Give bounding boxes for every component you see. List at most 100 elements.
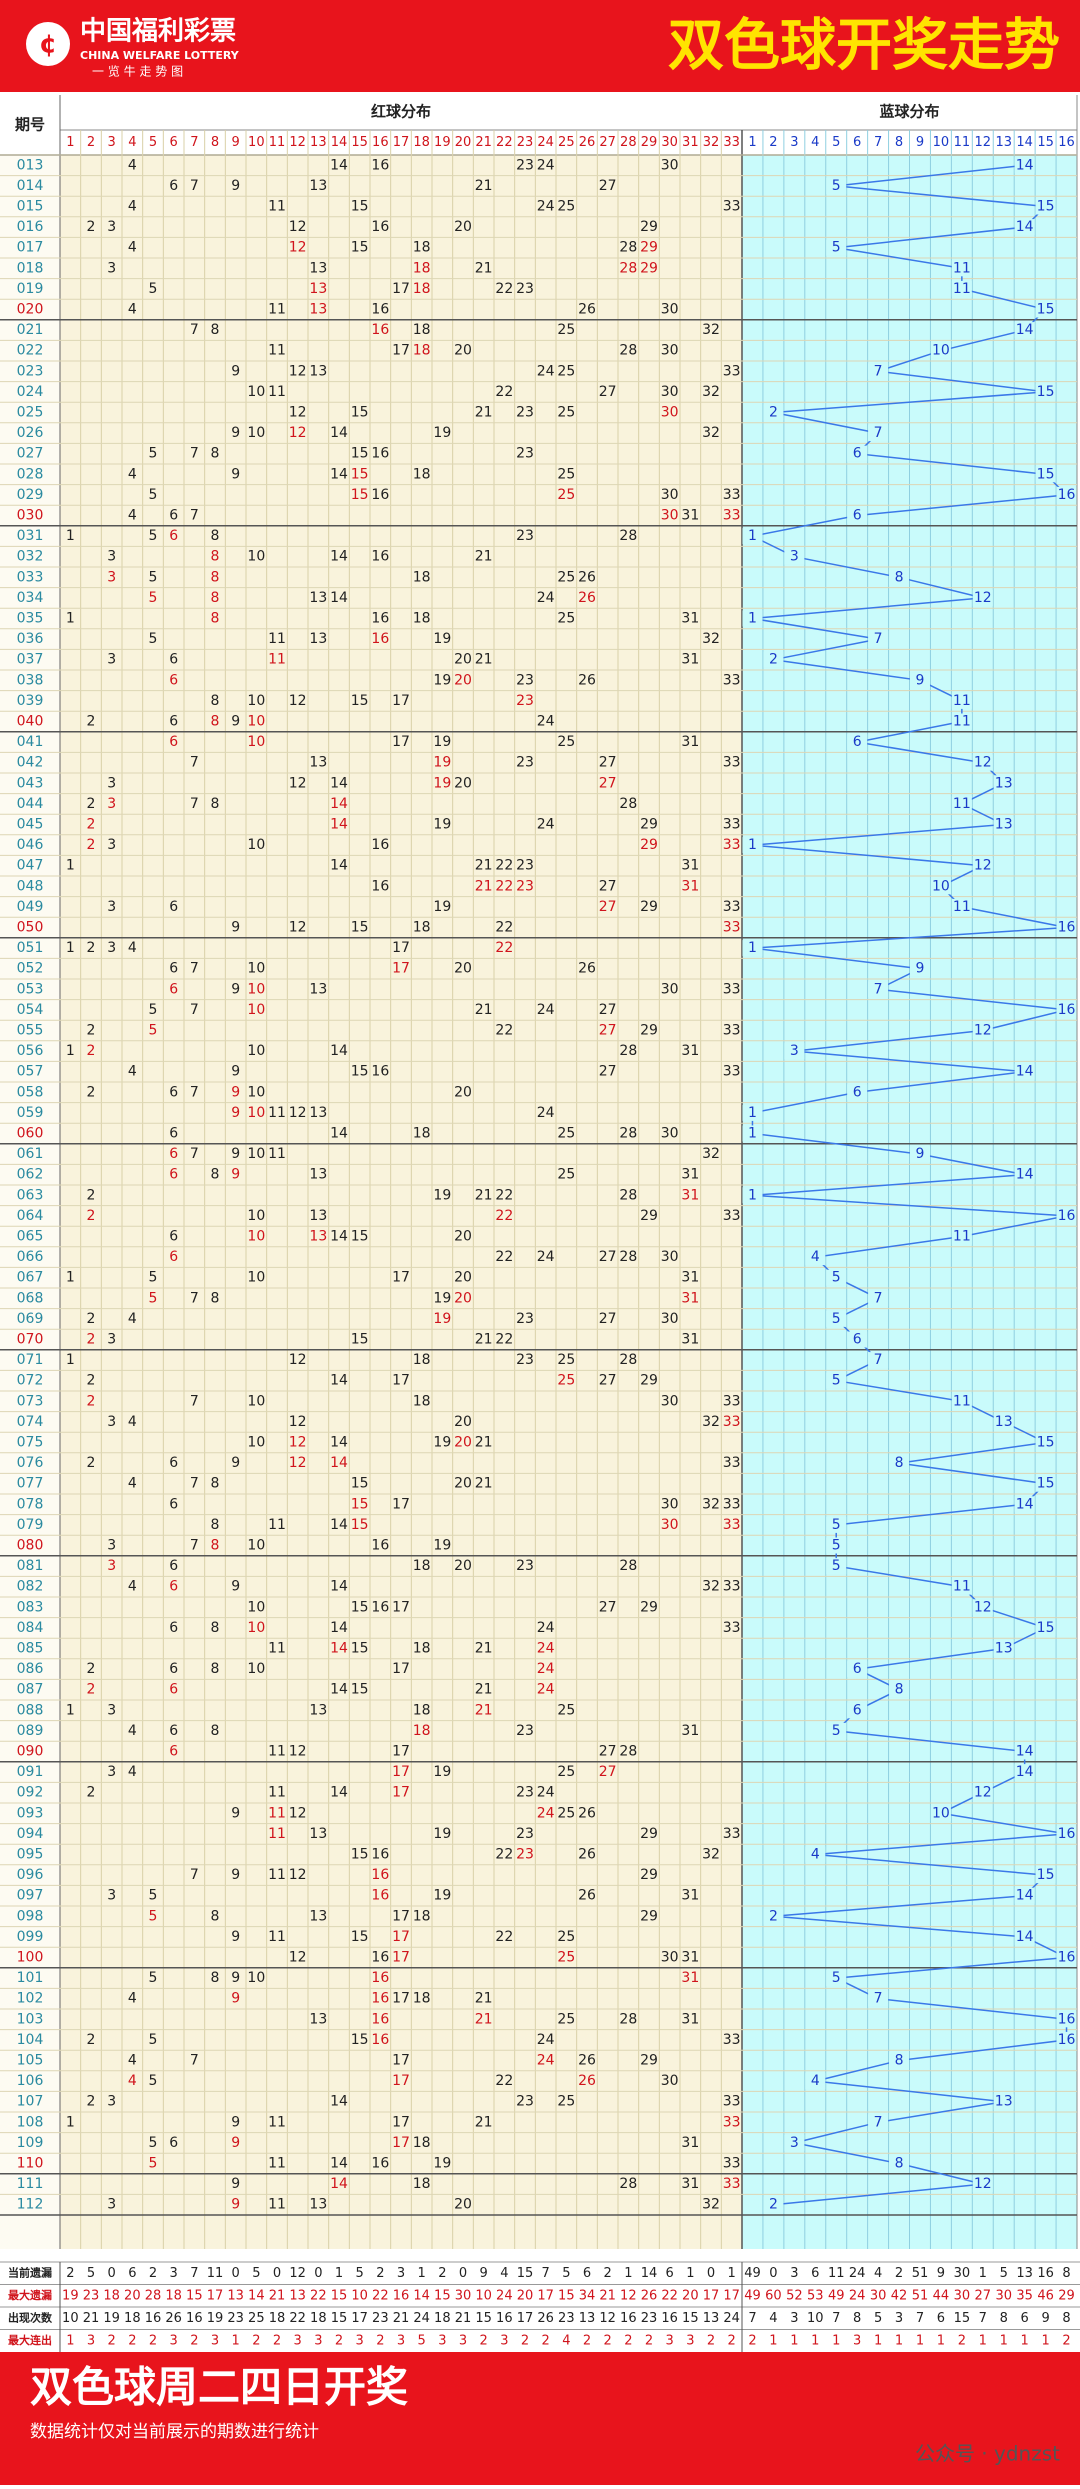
red-ball: 9 [231,1064,240,1080]
blue-ball-bg [889,1681,910,1698]
red-ball: 1 [66,1270,75,1286]
red-ball: 25 [557,1373,575,1389]
blue-ball-bg [951,898,972,915]
blue-ball-bg [868,425,889,442]
red-ball: 16 [371,1867,389,1883]
blue-ball-bg [930,1805,951,1822]
red-ball: 25 [557,1352,575,1368]
red-ball: 6 [169,1682,178,1698]
red-ball: 4 [128,199,137,215]
red-ball: 6 [169,178,178,194]
red-ball: 19 [433,631,451,647]
blue-ball: 4 [811,2073,820,2089]
red-ball: 26 [578,569,596,585]
red-ball: 6 [169,899,178,915]
red-ball: 9 [231,714,240,730]
period: 085 [17,1641,44,1657]
red-ball: 19 [433,672,451,688]
stats-blue-value: 24 [849,2266,866,2281]
stats-blue-value: 8 [1062,2266,1070,2281]
stats-blue-value: 51 [912,2288,929,2303]
red-ball: 4 [128,1579,137,1595]
red-ball: 30 [661,157,679,173]
red-ball: 33 [723,920,741,936]
red-ball: 28 [619,796,637,812]
red-ball: 16 [371,631,389,647]
blue-ball: 5 [832,1558,841,1574]
blue-ball: 9 [916,1146,925,1162]
stats-red-value: 2 [583,2333,591,2348]
blue-ball: 16 [1058,1950,1076,1966]
period: 076 [17,1455,44,1471]
blue-ball-bg [1035,466,1056,483]
red-ball: 24 [537,1805,555,1821]
stats-red-value: 3 [500,2333,508,2348]
red-ball: 9 [231,1579,240,1595]
stats-blue-value: 1 [1021,2333,1029,2348]
blue-ball-bg [909,672,930,689]
red-ball: 28 [619,2011,637,2027]
red-ball: 32 [702,1496,720,1512]
red-ball: 12 [289,240,307,256]
red-ball: 5 [149,528,158,544]
stats-red-value: 2 [521,2333,529,2348]
red-ball: 6 [169,1744,178,1760]
red-ball: 16 [371,1991,389,2007]
red-ball: 12 [289,425,307,441]
blue-ball-bg [1056,2031,1077,2048]
red-ball: 14 [330,590,348,606]
period: 097 [17,1888,44,1904]
red-ball: 20 [454,2197,472,2213]
red-ball: 28 [619,1744,637,1760]
red-ball: 29 [640,1599,658,1615]
red-area-bg [60,155,742,2249]
red-ball: 12 [289,775,307,791]
red-ball: 4 [128,1311,137,1327]
red-ball: 7 [190,796,199,812]
red-ball: 29 [640,1023,658,1039]
stats-blue-value: 2 [895,2266,903,2281]
stats-blue-value: 44 [933,2288,950,2303]
red-ball: 6 [169,1229,178,1245]
red-ball: 10 [247,1084,265,1100]
blue-ball: 11 [953,714,971,730]
red-ball: 9 [231,178,240,194]
red-ball: 17 [392,1929,410,1945]
red-ball: 12 [289,1435,307,1451]
red-ball: 19 [433,425,451,441]
red-ball: 33 [723,755,741,771]
stats-blue-value: 7 [832,2311,840,2326]
red-ball: 11 [268,343,286,359]
period: 071 [17,1352,44,1368]
red-ball: 13 [309,2197,327,2213]
period: 095 [17,1847,44,1863]
stats-red-value: 22 [372,2288,389,2303]
red-column-number: 4 [128,135,136,150]
red-ball: 7 [190,961,199,977]
red-ball: 18 [413,1641,431,1657]
red-column-number: 24 [537,135,554,150]
red-ball: 18 [413,1723,431,1739]
period: 057 [17,1064,44,1080]
red-ball: 33 [723,817,741,833]
red-ball: 12 [289,1950,307,1966]
blue-ball-bg [889,569,910,586]
red-ball: 10 [247,425,265,441]
red-ball: 33 [723,2114,741,2130]
red-ball: 26 [578,590,596,606]
blue-ball: 14 [1016,1496,1034,1512]
blue-ball-bg [930,342,951,359]
stats-red-value: 22 [289,2311,306,2326]
red-ball: 10 [247,837,265,853]
red-ball: 10 [247,1620,265,1636]
stats-red-value: 5 [87,2266,95,2281]
red-ball: 8 [211,549,220,565]
red-ball: 8 [211,446,220,462]
stats-blue-value: 2 [1062,2333,1070,2348]
period: 035 [17,611,44,627]
period: 042 [17,755,44,771]
red-ball: 2 [87,1373,96,1389]
blue-ball-bg [1035,1867,1056,1884]
red-ball: 14 [330,425,348,441]
